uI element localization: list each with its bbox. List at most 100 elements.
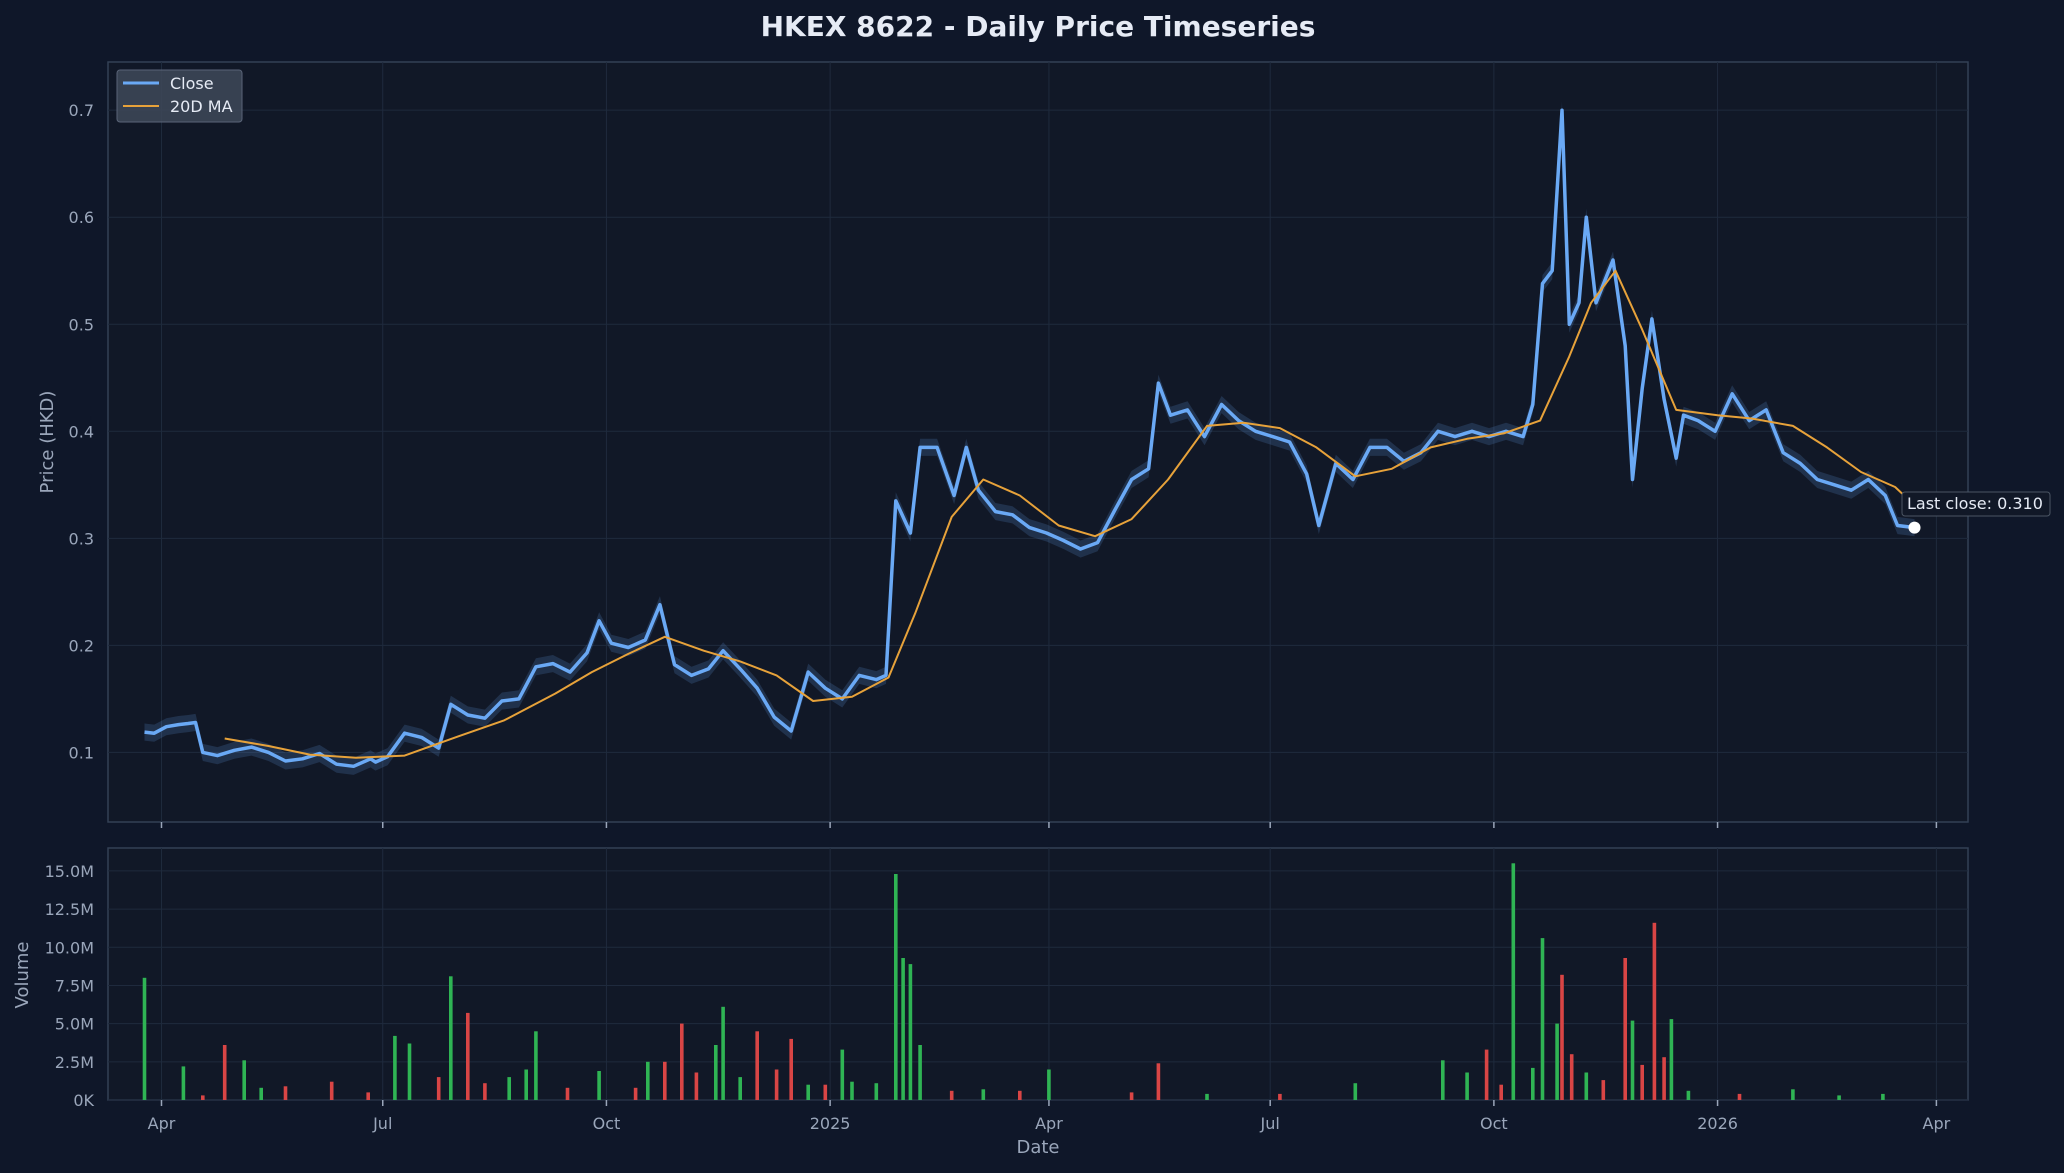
volume-bars (142, 863, 1885, 1100)
last-close-annotation-box (1901, 491, 2051, 517)
volume-y-tick-label: 2.5M (55, 1053, 94, 1072)
volume-bar (918, 1045, 922, 1100)
x-tick-label: Jul (372, 1114, 392, 1133)
volume-bar (908, 964, 913, 1100)
volume-bar (142, 977, 147, 1100)
volume-bar (466, 1012, 470, 1100)
volume-bar (222, 1045, 227, 1100)
volume-bar (1630, 1020, 1635, 1100)
price-y-tick-label: 0.4 (69, 422, 94, 441)
volume-bar (714, 1045, 718, 1100)
volume-bar (646, 1061, 650, 1100)
volume-bar (1540, 938, 1545, 1100)
x-axis-ticks: Apr Jul Oct 2025 Apr Jul Oct 2026 Apr (148, 822, 1951, 1133)
volume-y-tick-label: 15.0M (45, 862, 94, 881)
price-legend: Close 20D MA (116, 69, 243, 123)
volume-bar (1278, 1093, 1282, 1100)
x-tick-label: 2025 (810, 1114, 851, 1133)
volume-bar (1560, 974, 1564, 1100)
volume-bar (1662, 1057, 1666, 1100)
volume-bar (840, 1049, 845, 1100)
volume-bar (1737, 1093, 1742, 1100)
price-y-tick-label: 0.6 (69, 208, 94, 227)
volume-bar (1156, 1063, 1161, 1100)
x-tick-label: Oct (593, 1114, 621, 1133)
volume-bar (1441, 1060, 1445, 1100)
volume-bar (1584, 1072, 1589, 1100)
volume-bar (694, 1072, 699, 1100)
volume-bar (850, 1081, 854, 1100)
volume-bar (1555, 1023, 1559, 1100)
price-y-axis-label: Price (HKD) (37, 391, 58, 494)
price-y-tick-label: 0.5 (69, 315, 94, 334)
volume-bar (393, 1035, 397, 1100)
moving-average-line (224, 269, 1913, 759)
price-y-ticks: 0.1 0.2 0.3 0.4 0.5 0.6 0.7 (69, 101, 94, 762)
volume-bar (1669, 1019, 1674, 1100)
volume-bar (366, 1092, 370, 1100)
volume-bar (1601, 1080, 1606, 1100)
price-series (144, 101, 1915, 775)
volume-bar (823, 1084, 828, 1100)
volume-bar (1205, 1093, 1209, 1100)
volume-bar (789, 1038, 793, 1100)
volume-bar (259, 1087, 263, 1100)
volume-bar (565, 1087, 570, 1100)
volume-bar (949, 1090, 954, 1100)
volume-bar (774, 1069, 779, 1100)
x-tick-label: Oct (1480, 1114, 1508, 1133)
volume-bar (1686, 1090, 1691, 1100)
volume-bar (524, 1069, 528, 1100)
volume-bar (1623, 958, 1627, 1100)
volume-y-tick-label: 10.0M (45, 938, 94, 957)
volume-bar (738, 1077, 742, 1100)
volume-bar (1129, 1092, 1134, 1100)
volume-y-tick-label: 12.5M (45, 900, 94, 919)
volume-y-axis-label: Volume (12, 942, 33, 1009)
volume-bar (181, 1066, 186, 1100)
legend-ma-label: 20D MA (170, 97, 233, 116)
chart-title: HKEX 8622 - Daily Price Timeseries (761, 10, 1316, 43)
volume-bar (1640, 1064, 1644, 1100)
volume-bar (1569, 1054, 1574, 1100)
volume-bar (1018, 1090, 1022, 1100)
volume-grid (108, 848, 1968, 1101)
volume-bar (981, 1089, 986, 1100)
volume-bar (242, 1060, 246, 1100)
volume-bar (633, 1087, 638, 1100)
price-y-tick-label: 0.1 (69, 743, 94, 762)
x-tick-label: 2026 (1697, 1114, 1738, 1133)
volume-bar (1511, 863, 1516, 1100)
volume-y-tick-label: 0K (73, 1091, 94, 1110)
price-y-tick-label: 0.7 (69, 101, 94, 120)
legend-close-label: Close (170, 74, 214, 93)
volume-bar (283, 1086, 288, 1100)
x-tick-label: Apr (1923, 1114, 1951, 1133)
volume-bar (806, 1084, 810, 1100)
volume-bar (436, 1077, 441, 1100)
x-tick-label: Apr (148, 1114, 176, 1133)
volume-bar (1791, 1089, 1795, 1100)
volume-bar (755, 1031, 759, 1100)
price-grid (108, 62, 1968, 822)
volume-bar (407, 1043, 412, 1100)
volume-bar (901, 958, 905, 1100)
last-close-annotation: Last close: 0.310 (1907, 494, 2043, 513)
volume-bar (597, 1071, 601, 1100)
volume-bar (1047, 1069, 1051, 1100)
x-tick-label: Apr (1035, 1114, 1063, 1133)
volume-bar (507, 1077, 511, 1100)
volume-bar (534, 1031, 538, 1100)
volume-panel: 0K 2.5M 5.0M 7.5M 10.0M 12.5M 15.0M Volume (12, 847, 1969, 1110)
volume-bar (1881, 1093, 1885, 1100)
volume-bar (1531, 1067, 1535, 1100)
close-price-line (144, 108, 1915, 769)
volume-bar (1353, 1083, 1358, 1100)
volume-y-tick-label: 7.5M (55, 976, 94, 995)
volume-bar (449, 976, 453, 1100)
price-y-tick-label: 0.2 (69, 636, 94, 655)
price-plot-area (107, 61, 1969, 823)
volume-bar (329, 1081, 334, 1100)
volume-y-tick-label: 5.0M (55, 1015, 94, 1034)
